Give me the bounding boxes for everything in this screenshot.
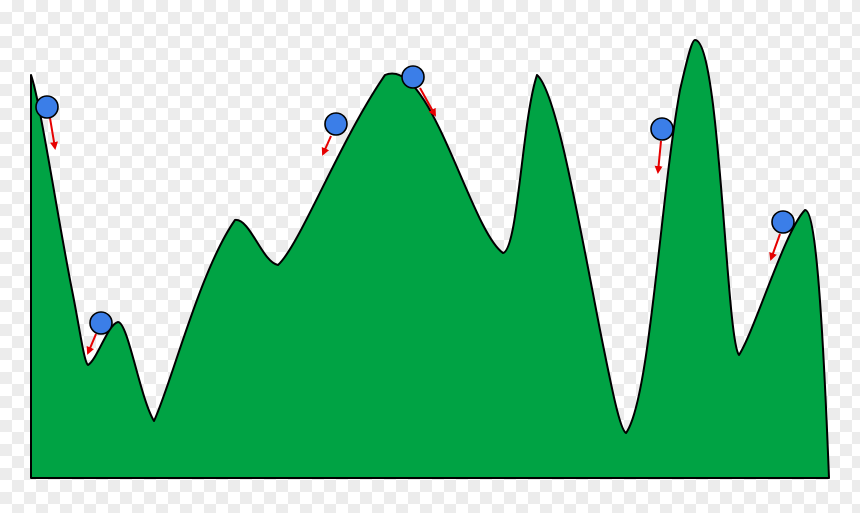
descent-arrow-4 xyxy=(419,87,436,117)
ball-5 xyxy=(650,117,674,141)
ball-1 xyxy=(35,95,59,119)
ball-6 xyxy=(771,210,795,234)
descent-arrow-5 xyxy=(654,140,663,174)
ball-3 xyxy=(324,112,348,136)
balls-layer xyxy=(35,65,795,355)
descent-arrow-6 xyxy=(769,233,781,261)
ball-2 xyxy=(89,311,113,335)
descent-arrow-2 xyxy=(86,333,97,355)
descent-arrow-3 xyxy=(321,135,332,156)
descent-arrow-1 xyxy=(49,117,58,150)
terrain-landscape xyxy=(30,39,830,479)
ball-4 xyxy=(401,65,425,89)
